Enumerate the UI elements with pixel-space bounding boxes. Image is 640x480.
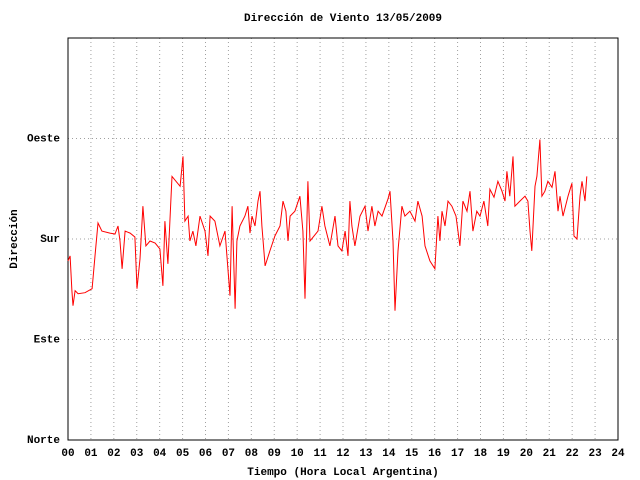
x-tick-label: 19 xyxy=(497,448,510,460)
y-tick-label: Sur xyxy=(40,234,60,246)
y-tick-label: Norte xyxy=(27,435,60,447)
x-tick-label: 08 xyxy=(245,448,259,460)
x-tick-label: 00 xyxy=(61,448,74,460)
y-tick-label: Este xyxy=(34,334,61,346)
chart-title: Dirección de Viento 13/05/2009 xyxy=(244,13,442,25)
x-tick-label: 09 xyxy=(268,448,281,460)
x-tick-label: 01 xyxy=(84,448,98,460)
y-tick-label: Oeste xyxy=(27,133,60,145)
x-tick-label: 04 xyxy=(153,448,167,460)
x-tick-label: 16 xyxy=(428,448,441,460)
x-tick-label: 06 xyxy=(199,448,212,460)
y-axis-label: Dirección xyxy=(9,209,21,268)
x-tick-label: 23 xyxy=(588,448,602,460)
x-axis-label: Tiempo (Hora Local Argentina) xyxy=(247,467,438,479)
x-tick-label: 12 xyxy=(336,448,349,460)
x-tick-label: 05 xyxy=(176,448,190,460)
line-series xyxy=(67,139,588,311)
x-tick-label: 02 xyxy=(107,448,120,460)
x-tick-label: 17 xyxy=(451,448,464,460)
x-tick-label: 20 xyxy=(520,448,533,460)
x-tick-label: 13 xyxy=(359,448,373,460)
x-tick-label: 07 xyxy=(222,448,235,460)
x-tick-label: 15 xyxy=(405,448,419,460)
x-tick-label: 10 xyxy=(291,448,304,460)
x-tick-label: 14 xyxy=(382,448,396,460)
x-tick-label: 22 xyxy=(566,448,579,460)
x-tick-label: 24 xyxy=(611,448,625,460)
x-tick-label: 21 xyxy=(543,448,557,460)
plot-border xyxy=(67,37,619,441)
x-tick-label: 18 xyxy=(474,448,488,460)
x-tick-label: 11 xyxy=(313,448,327,460)
x-tick-label: 03 xyxy=(130,448,144,460)
